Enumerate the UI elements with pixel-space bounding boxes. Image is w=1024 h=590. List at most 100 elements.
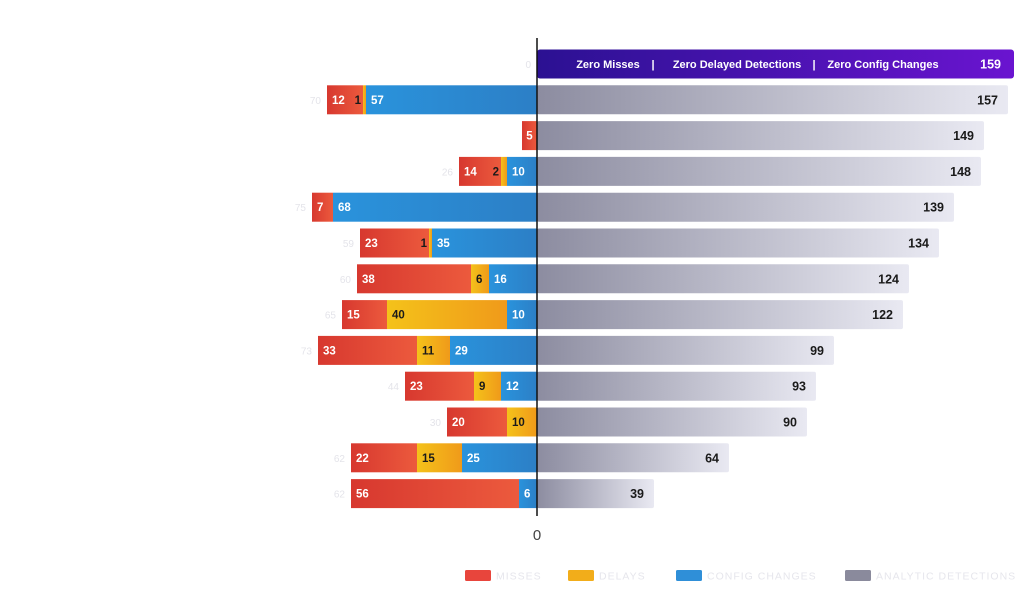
faint-total-label: 70 xyxy=(310,96,322,107)
detections-label: 134 xyxy=(908,237,929,251)
banner-text-2: Zero Delayed Detections xyxy=(673,59,801,71)
faint-total-label: 75 xyxy=(295,203,307,214)
delays-label: 1 xyxy=(355,95,362,107)
faint-total-label: 0 xyxy=(525,60,531,71)
legend-swatch-delays xyxy=(568,570,594,581)
banner: Zero Misses | Zero Delayed Detections | Zero… xyxy=(537,49,1014,79)
faint-total-label: 44 xyxy=(388,382,400,393)
legend-label-delays: DELAYS xyxy=(599,571,646,583)
misses-label: 12 xyxy=(332,95,345,107)
config-bar xyxy=(507,300,537,330)
misses-label: 23 xyxy=(365,238,378,250)
faint-total-label: 60 xyxy=(340,275,352,286)
config-bar xyxy=(501,371,537,401)
zero-axis-label: 0 xyxy=(533,527,541,544)
delays-bar xyxy=(471,264,489,294)
config-label: 35 xyxy=(437,238,450,250)
config-label: 68 xyxy=(338,202,351,214)
banner-text-4: Zero Config Changes xyxy=(827,59,938,71)
detections-label: 149 xyxy=(953,129,974,143)
misses-bar xyxy=(357,264,471,294)
misses-label: 33 xyxy=(323,345,336,357)
misses-bar xyxy=(360,228,429,258)
faint-total-label: 30 xyxy=(430,418,442,429)
delays-label: 9 xyxy=(479,381,485,393)
legend-label-config-changes: CONFIG CHANGES xyxy=(707,571,817,583)
misses-bar xyxy=(447,407,507,437)
detections-label: 148 xyxy=(950,165,971,179)
delays-bar xyxy=(501,156,507,186)
delays-label: 40 xyxy=(392,310,405,322)
banner-bar xyxy=(537,49,1014,79)
delays-bar xyxy=(387,300,507,330)
delays-label: 10 xyxy=(512,417,525,429)
misses-bar xyxy=(459,156,501,186)
delays-label: 11 xyxy=(422,345,435,357)
detections-bar xyxy=(537,85,1008,115)
config-label: 6 xyxy=(524,489,530,501)
detections-bar xyxy=(537,156,981,186)
delays-label: 15 xyxy=(422,453,435,465)
misses-label: 20 xyxy=(452,417,465,429)
banner-text-0: Zero Misses xyxy=(576,59,640,71)
delays-bar xyxy=(429,228,432,258)
delays-bar xyxy=(363,85,366,115)
faint-total-label: 62 xyxy=(334,490,346,501)
detections-bar xyxy=(537,407,807,437)
banner-text-3: | xyxy=(812,59,815,71)
misses-bar xyxy=(327,85,363,115)
config-bar xyxy=(507,156,537,186)
config-label: 10 xyxy=(512,310,525,322)
config-label: 29 xyxy=(455,345,468,357)
config-bar xyxy=(450,335,537,365)
faint-total-label: 59 xyxy=(343,239,355,250)
misses-label: 14 xyxy=(464,166,477,178)
detections-label: 99 xyxy=(810,344,824,358)
legend-swatch-misses xyxy=(465,570,491,581)
config-bar xyxy=(519,479,537,509)
detections-bar xyxy=(537,371,816,401)
detections-bar xyxy=(537,335,834,365)
banner-text-1: | xyxy=(651,59,654,71)
config-label: 25 xyxy=(467,453,480,465)
detections-label: 64 xyxy=(705,451,719,465)
legend-label-analytic-detections: ANALYTIC DETECTIONS xyxy=(876,571,1016,583)
detections-label: 139 xyxy=(923,201,944,215)
faint-total-label: 65 xyxy=(325,311,337,322)
misses-bar xyxy=(342,300,387,330)
detections-label: 122 xyxy=(872,308,893,322)
config-bar xyxy=(366,85,537,115)
delays-bar xyxy=(474,371,501,401)
detections-bar xyxy=(537,300,903,330)
misses-label: 5 xyxy=(526,131,533,143)
detections-label: 90 xyxy=(783,416,797,430)
misses-label: 38 xyxy=(362,274,375,286)
banner-total-label: 159 xyxy=(980,58,1001,72)
detections-bar xyxy=(537,443,729,473)
misses-bar xyxy=(312,192,333,222)
misses-label: 23 xyxy=(410,381,423,393)
detections-label: 39 xyxy=(630,487,644,501)
misses-bar xyxy=(522,121,537,151)
detections-label: 157 xyxy=(977,93,998,107)
legend-swatch-config-changes xyxy=(676,570,702,581)
config-label: 10 xyxy=(512,166,525,178)
faint-total-label: 26 xyxy=(442,167,454,178)
misses-bar xyxy=(405,371,474,401)
detections-bar xyxy=(537,479,654,509)
misses-label: 15 xyxy=(347,310,360,322)
config-label: 16 xyxy=(494,274,507,286)
config-label: 12 xyxy=(506,381,519,393)
delays-label: 2 xyxy=(493,166,499,178)
misses-label: 22 xyxy=(356,453,369,465)
legend-label-misses: MISSES xyxy=(496,571,542,583)
detections-bar xyxy=(537,192,954,222)
detections-bar xyxy=(537,264,909,294)
config-bar xyxy=(333,192,537,222)
detections-label: 93 xyxy=(792,380,806,394)
legend: MISSES DELAYS CONFIG CHANGES ANALYTIC DETEC… xyxy=(465,570,1016,583)
config-bar xyxy=(462,443,537,473)
detections-bar xyxy=(537,121,984,151)
delays-label: 6 xyxy=(476,274,482,286)
